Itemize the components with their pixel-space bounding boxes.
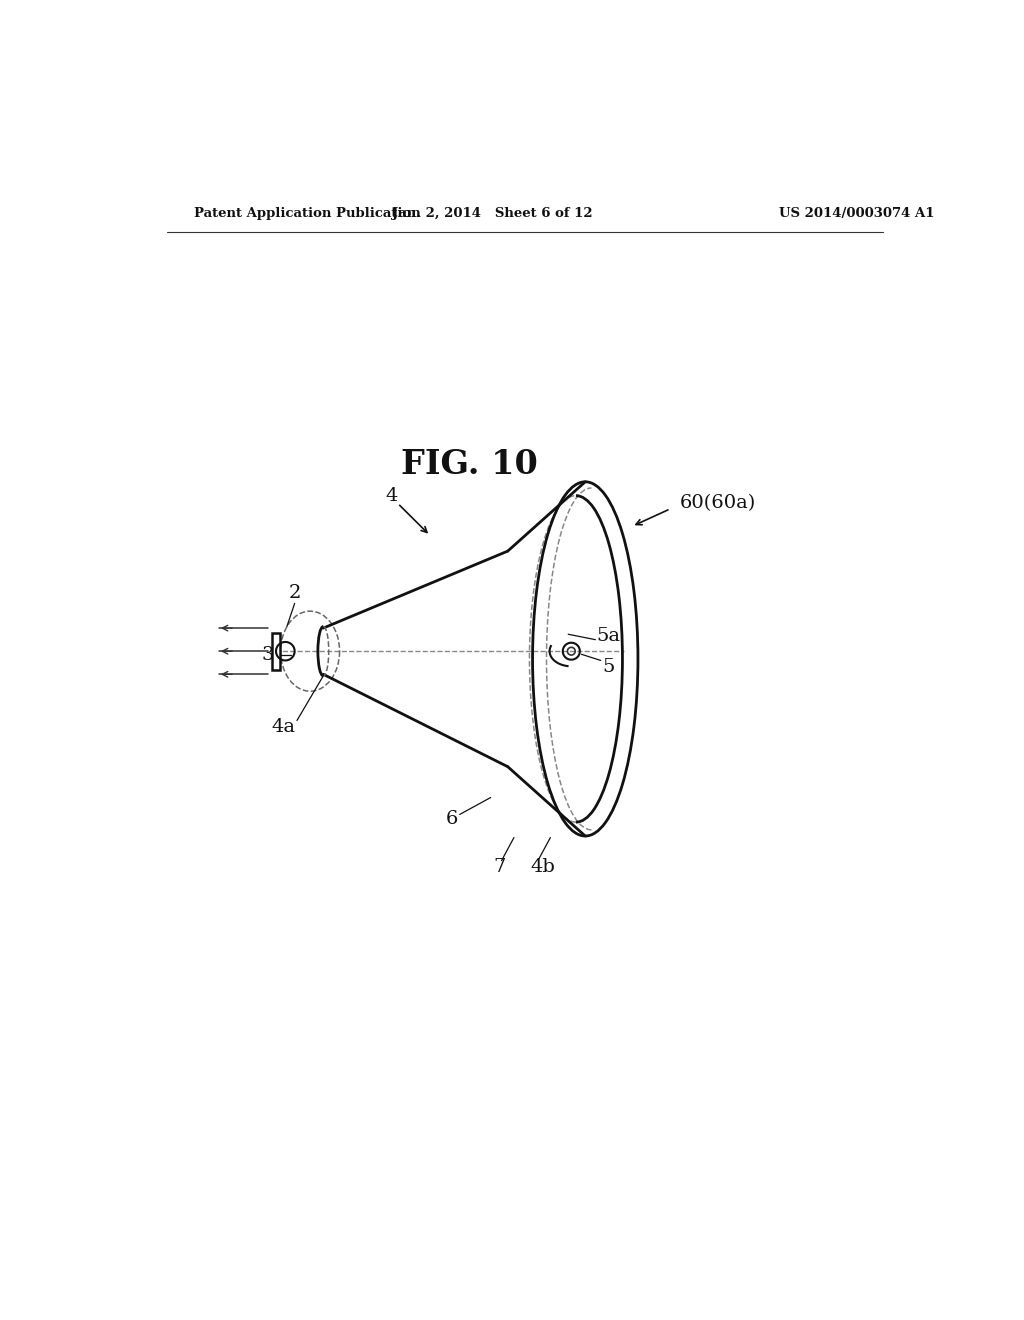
Text: 2: 2	[289, 585, 301, 602]
Text: 7: 7	[494, 858, 506, 875]
Text: 6: 6	[445, 810, 458, 828]
Text: 60(60a): 60(60a)	[680, 495, 756, 512]
Text: 4: 4	[385, 487, 397, 504]
Text: 3: 3	[261, 645, 273, 664]
Text: FIG. 10: FIG. 10	[400, 449, 538, 482]
Text: 5: 5	[602, 657, 614, 676]
Text: 4a: 4a	[271, 718, 295, 735]
Text: US 2014/0003074 A1: US 2014/0003074 A1	[779, 207, 935, 220]
Text: Patent Application Publication: Patent Application Publication	[194, 207, 421, 220]
Text: 5a: 5a	[597, 627, 621, 644]
Text: 4b: 4b	[530, 858, 555, 875]
FancyBboxPatch shape	[272, 632, 280, 669]
Text: Jan. 2, 2014   Sheet 6 of 12: Jan. 2, 2014 Sheet 6 of 12	[392, 207, 593, 220]
